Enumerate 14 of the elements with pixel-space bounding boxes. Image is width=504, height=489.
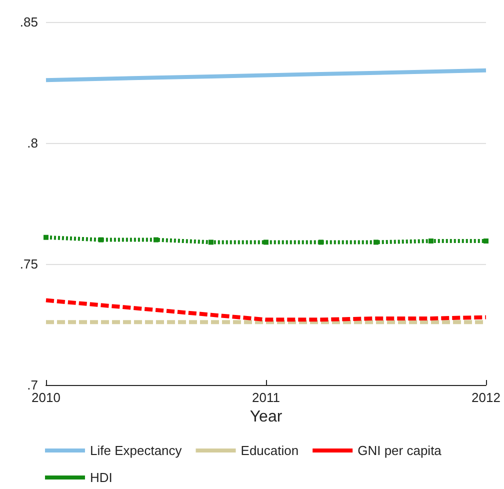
legend-label: Education [240, 443, 299, 458]
x-tick-label: 2012 [472, 390, 500, 405]
line-series [44, 68, 488, 82]
legend-label: Life Expectancy [90, 443, 182, 458]
line-series [44, 298, 488, 322]
x-tick-label: 2010 [32, 390, 60, 405]
y-tick-label: .7 [27, 378, 38, 392]
legend-label: GNI per capita [358, 443, 442, 458]
y-tick-label: .75 [20, 256, 38, 272]
legend-label: HDI [90, 470, 112, 485]
y-tick-label: .85 [20, 14, 38, 30]
x-axis-title: Year [250, 408, 283, 426]
y-tick-label: .8 [27, 136, 38, 150]
x-tick-label: 2011 [252, 390, 280, 405]
